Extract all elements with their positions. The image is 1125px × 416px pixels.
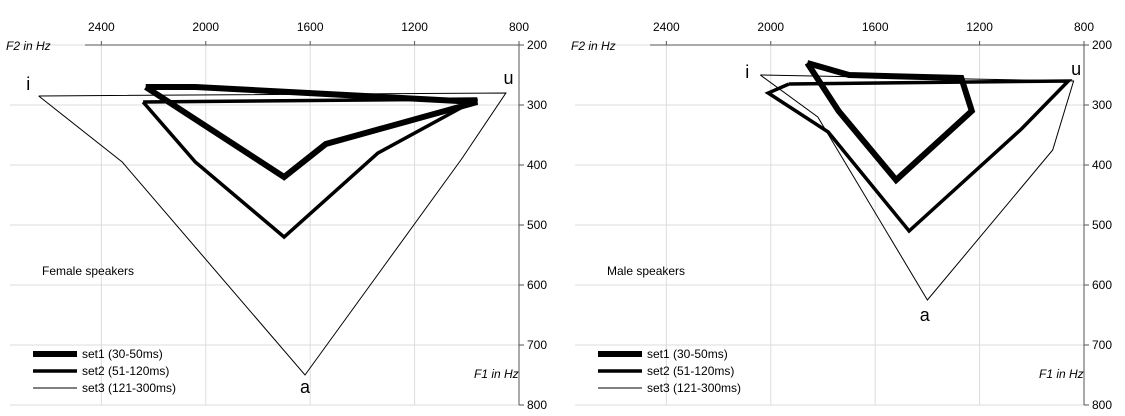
- legend-label-2: set2 (51-120ms): [647, 364, 734, 378]
- vowel-label-u: u: [504, 68, 514, 88]
- series-2-polygon: [141, 97, 479, 240]
- vowel-label-i: i: [745, 62, 749, 82]
- x-tick-label: 2000: [192, 20, 219, 34]
- speaker-group-label: Female speakers: [42, 264, 134, 278]
- y-tick-label: 300: [527, 98, 547, 112]
- y-axis-label: F1 in Hz: [1039, 367, 1084, 381]
- y-tick-label: 800: [1092, 398, 1112, 411]
- series-1-polygon: [144, 84, 479, 181]
- x-axis-label: F2 in Hz: [6, 39, 51, 53]
- legend-label-1: set1 (30-50ms): [82, 347, 163, 361]
- x-tick-label: 800: [509, 20, 529, 34]
- y-tick-label: 500: [1092, 218, 1112, 232]
- y-tick-label: 300: [1092, 98, 1112, 112]
- x-tick-label: 2000: [757, 20, 784, 34]
- y-axis-label: F1 in Hz: [474, 367, 519, 381]
- legend-label-3: set3 (121-300ms): [82, 381, 176, 395]
- x-tick-label: 2400: [653, 20, 680, 34]
- x-tick-label: 2400: [88, 20, 115, 34]
- series-1-polygon: [804, 60, 976, 185]
- x-axis-label: F2 in Hz: [571, 39, 616, 53]
- y-tick-label: 500: [527, 218, 547, 232]
- y-tick-label: 200: [1092, 38, 1112, 52]
- male-chart-panel: 2400 2000 1600 1200 800 F2 in Hz 200 300 400 500 6…: [565, 0, 1125, 411]
- vowel-label-u: u: [1071, 59, 1081, 79]
- y-tick-label: 400: [1092, 158, 1112, 172]
- y-tick-label: 600: [1092, 278, 1112, 292]
- y-tick-label: 700: [1092, 338, 1112, 352]
- vowel-label-a: a: [920, 305, 931, 325]
- y-tick-label: 200: [527, 38, 547, 52]
- legend-label-1: set1 (30-50ms): [647, 347, 728, 361]
- x-tick-label: 1600: [862, 20, 889, 34]
- speaker-group-label: Male speakers: [607, 264, 685, 278]
- x-tick-label: 1200: [401, 20, 428, 34]
- y-tick-label: 600: [527, 278, 547, 292]
- x-tick-label: 1600: [297, 20, 324, 34]
- x-tick-label: 1200: [966, 20, 993, 34]
- y-tick-label: 800: [527, 398, 547, 411]
- legend-label-2: set2 (51-120ms): [82, 364, 169, 378]
- female-formant-chart: 2400 2000 1600 1200 800 F2 in Hz 200 300 400 500 6…: [6, 20, 547, 412]
- series-3-polygon: [38, 92, 507, 376]
- series-3-polygon: [760, 74, 1075, 301]
- y-tick-label: 700: [527, 338, 547, 352]
- x-tick-label: 800: [1074, 20, 1094, 34]
- legend-label-3: set3 (121-300ms): [647, 381, 741, 395]
- female-chart-panel: 2400 2000 1600 1200 800 F2 in Hz 200 300 400 500 6…: [0, 0, 560, 412]
- male-formant-chart: 2400 2000 1600 1200 800 F2 in Hz 200 300 400 500 6…: [571, 20, 1112, 411]
- y-tick-label: 400: [527, 158, 547, 172]
- vowel-label-a: a: [300, 377, 311, 397]
- vowel-label-i: i: [26, 74, 30, 94]
